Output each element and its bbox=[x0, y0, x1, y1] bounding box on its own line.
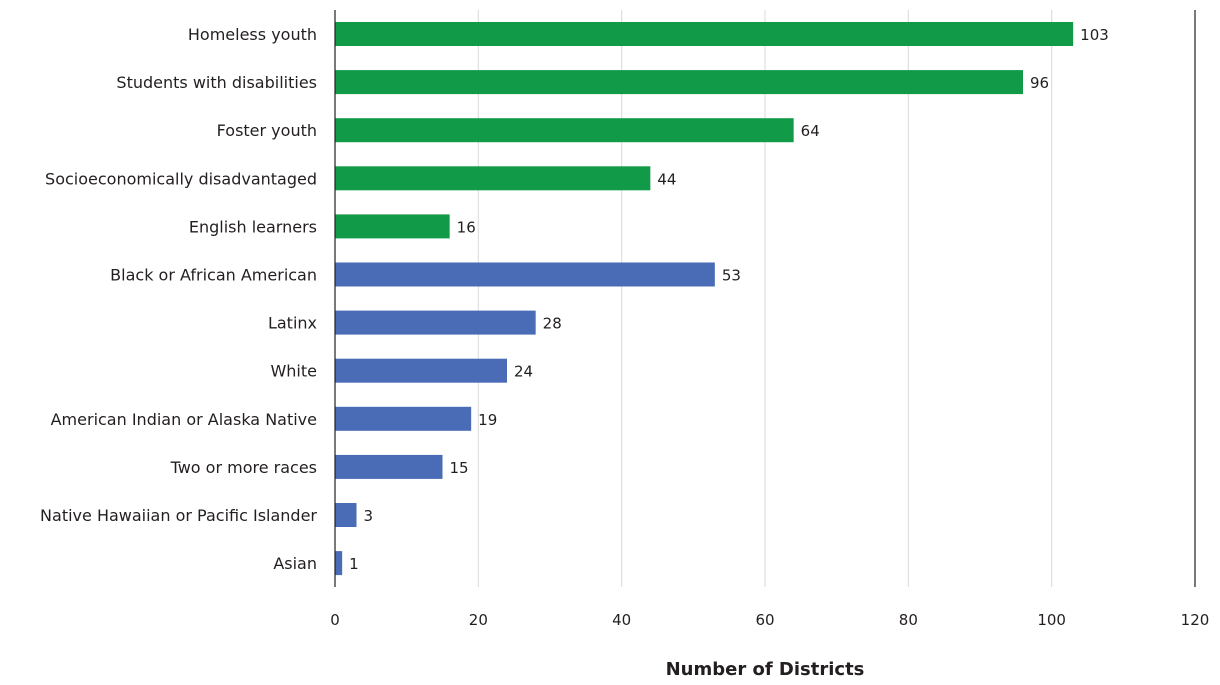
category-label: Homeless youth bbox=[188, 25, 317, 44]
category-label: Foster youth bbox=[217, 121, 317, 140]
bar bbox=[335, 70, 1023, 95]
axes bbox=[334, 10, 1196, 587]
data-label: 64 bbox=[801, 122, 820, 140]
data-label: 19 bbox=[478, 411, 497, 429]
bar bbox=[335, 503, 357, 527]
bar bbox=[335, 551, 343, 576]
data-label: 24 bbox=[514, 363, 533, 381]
data-label: 96 bbox=[1030, 74, 1049, 92]
category-label: Black or African American bbox=[110, 266, 317, 285]
x-tick-label: 80 bbox=[899, 611, 918, 629]
category-label: Latinx bbox=[268, 314, 317, 333]
x-tick-label: 20 bbox=[469, 611, 488, 629]
x-axis-title: Number of Districts bbox=[666, 659, 865, 680]
x-tick-label: 120 bbox=[1181, 611, 1210, 629]
bar bbox=[335, 166, 651, 191]
category-label: English learners bbox=[189, 217, 317, 236]
data-label: 15 bbox=[450, 459, 469, 477]
category-label: White bbox=[270, 362, 317, 381]
category-label: Asian bbox=[273, 554, 317, 573]
x-tick-label: 0 bbox=[330, 611, 340, 629]
category-label: Socioeconomically disadvantaged bbox=[45, 169, 317, 188]
data-label: 53 bbox=[722, 267, 741, 285]
bar bbox=[335, 118, 794, 143]
x-tick-label: 40 bbox=[612, 611, 631, 629]
bar bbox=[335, 262, 715, 287]
bars bbox=[335, 22, 1074, 576]
category-label: American Indian or Alaska Native bbox=[51, 410, 317, 429]
gridlines bbox=[477, 10, 1053, 587]
bar bbox=[335, 454, 443, 479]
data-label: 3 bbox=[364, 507, 374, 525]
bar bbox=[335, 22, 1074, 46]
data-label: 103 bbox=[1080, 26, 1109, 44]
data-label: 44 bbox=[657, 170, 676, 188]
data-label: 28 bbox=[543, 315, 562, 333]
category-label: Native Hawaiian or Pacific Islander bbox=[40, 506, 317, 525]
bar bbox=[335, 310, 536, 335]
bar bbox=[335, 358, 507, 383]
bar bbox=[335, 406, 472, 431]
data-label: 1 bbox=[349, 555, 359, 573]
category-label: Students with disabilities bbox=[116, 73, 317, 92]
x-tick-label: 100 bbox=[1037, 611, 1066, 629]
category-label: Two or more races bbox=[170, 458, 317, 477]
x-tick-label: 60 bbox=[755, 611, 774, 629]
data-label: 16 bbox=[457, 218, 476, 236]
bar bbox=[335, 214, 450, 239]
labels: 0 20 40 60 80 100 120 Homeless youth 103 Students… bbox=[40, 25, 1209, 629]
